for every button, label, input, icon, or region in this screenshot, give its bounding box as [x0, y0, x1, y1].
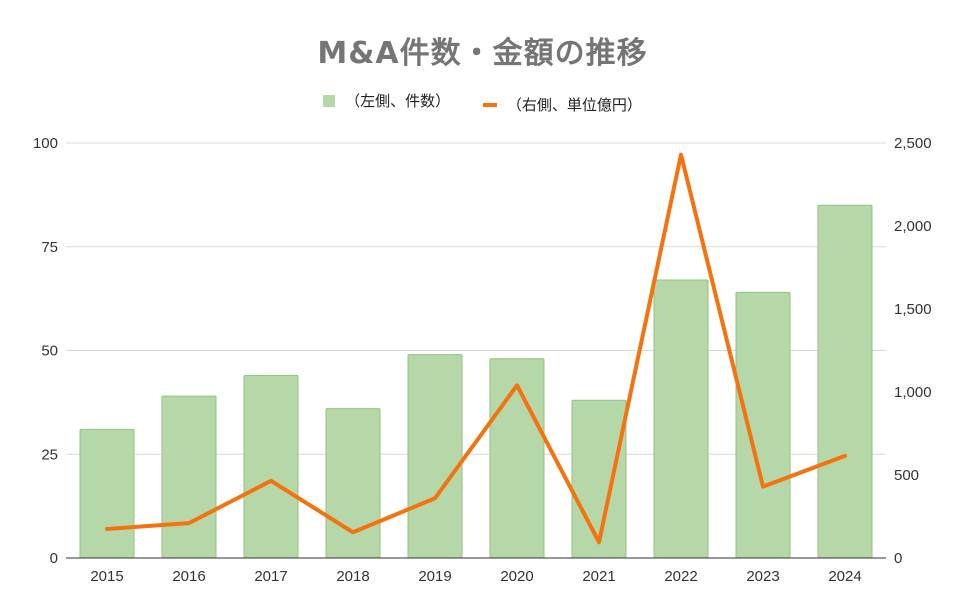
bar — [161, 395, 217, 559]
right-tick-label: 1,500 — [894, 301, 932, 318]
x-tick-label: 2022 — [664, 568, 697, 585]
left-tick-label: 100 — [33, 135, 58, 152]
right-tick-label: 1,000 — [894, 384, 932, 401]
x-tick-label: 2016 — [172, 568, 205, 585]
legend-item-amount: （右側、単位億円） — [482, 94, 642, 115]
x-tick-label: 2019 — [418, 568, 451, 585]
bar — [817, 204, 873, 559]
x-tick-label: 2015 — [90, 568, 123, 585]
right-tick-label: 2,500 — [894, 135, 932, 152]
left-tick-label: 75 — [41, 239, 58, 256]
x-tick-label: 2018 — [336, 568, 369, 585]
right-tick-label: 0 — [894, 550, 902, 567]
legend-label-count: （左側、件数） — [345, 92, 451, 110]
legend-swatch-bar — [323, 94, 336, 107]
x-tick-label: 2017 — [254, 568, 287, 585]
left-tick-label: 50 — [41, 343, 58, 360]
legend-label-amount: （右側、単位億円） — [506, 96, 642, 114]
x-tick-label: 2024 — [828, 568, 861, 585]
right-tick-label: 2,000 — [894, 218, 932, 235]
x-tick-label: 2021 — [582, 568, 615, 585]
chart-title: M&A件数・金額の推移 — [317, 36, 648, 71]
bar — [325, 408, 381, 559]
bar — [653, 279, 709, 559]
legend-item-count: （左側、件数） — [323, 90, 450, 111]
line-series — [105, 152, 847, 545]
x-tick-label: 2020 — [500, 568, 533, 585]
bar — [735, 291, 791, 559]
legend-swatch-line — [482, 102, 497, 107]
legend: （左側、件数） （右側、単位億円） — [0, 90, 965, 115]
x-tick-label: 2023 — [746, 568, 779, 585]
bar — [79, 428, 135, 559]
bar — [243, 374, 299, 559]
left-tick-label: 0 — [50, 550, 58, 567]
bar — [407, 354, 463, 559]
left-tick-label: 25 — [41, 446, 58, 463]
right-tick-label: 500 — [894, 467, 919, 484]
